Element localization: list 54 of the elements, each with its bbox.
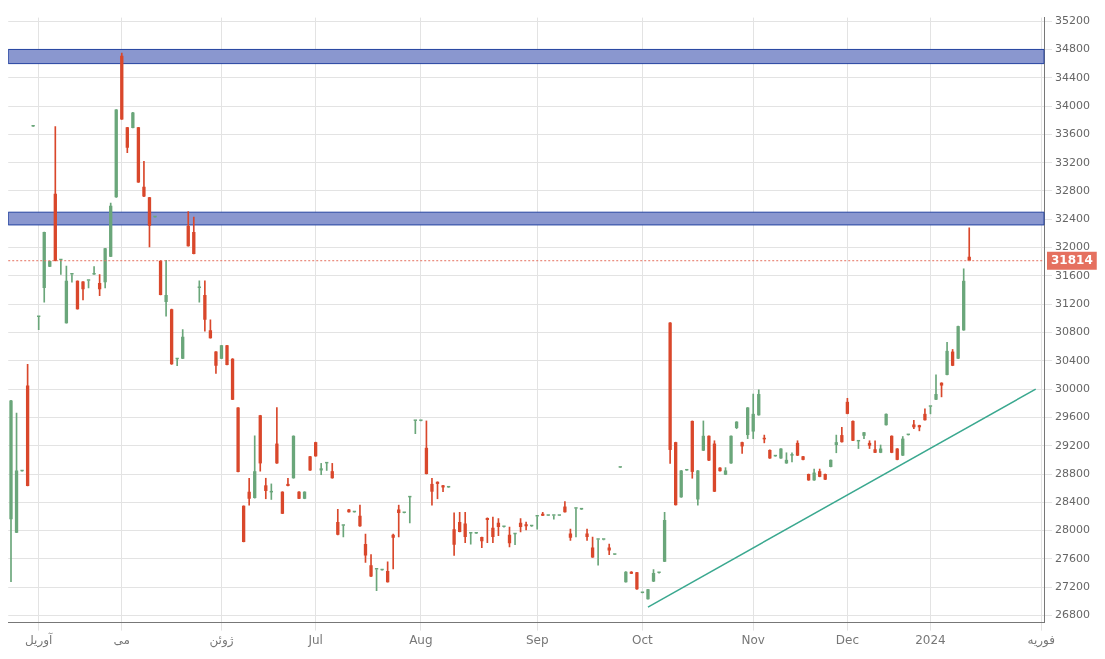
candlestick bbox=[685, 468, 689, 471]
candlestick bbox=[596, 538, 600, 566]
y-tick-label: 35200 bbox=[1055, 14, 1091, 27]
y-tick-label: 33600 bbox=[1055, 127, 1091, 141]
y-tick-label: 30400 bbox=[1055, 353, 1091, 367]
candlestick bbox=[397, 504, 401, 538]
x-tick-label: آوریل bbox=[25, 631, 54, 648]
candlestick bbox=[446, 485, 451, 488]
candlestick bbox=[934, 374, 938, 401]
x-tick-label: Nov bbox=[741, 632, 765, 647]
y-tick-label: 34400 bbox=[1055, 70, 1091, 84]
candlestick bbox=[197, 280, 201, 303]
x-tick-label: می bbox=[113, 632, 130, 647]
candlestick bbox=[391, 533, 395, 570]
candlestick bbox=[352, 510, 357, 513]
y-tick-label: 31600 bbox=[1055, 268, 1091, 282]
candlestick bbox=[530, 524, 534, 527]
candlestick bbox=[773, 454, 778, 457]
y-tick-label: 28000 bbox=[1055, 523, 1091, 537]
x-tick-label: Oct bbox=[632, 632, 654, 647]
candlestick bbox=[574, 507, 578, 538]
candlestick bbox=[834, 434, 838, 454]
y-tick-label: 30000 bbox=[1055, 381, 1091, 395]
y-tick-label: 29200 bbox=[1055, 438, 1091, 452]
candlestick bbox=[380, 568, 384, 571]
x-tick-label: ژوئن bbox=[209, 632, 234, 648]
candlestick bbox=[164, 259, 168, 317]
x-tick-label: فوریه bbox=[1027, 632, 1055, 648]
y-tick-label: 29600 bbox=[1055, 410, 1091, 424]
ref-line-label: 31814 bbox=[1051, 252, 1093, 267]
y-tick-label: 32800 bbox=[1055, 183, 1091, 197]
y-tick-label: 34000 bbox=[1055, 98, 1091, 112]
x-tick-label: Dec bbox=[835, 632, 859, 647]
x-tick-label: Aug bbox=[409, 632, 433, 647]
candlestick bbox=[20, 469, 24, 472]
y-tick-label: 31200 bbox=[1055, 297, 1091, 311]
y-tick-label: 27600 bbox=[1055, 551, 1091, 565]
y-tick-label: 32000 bbox=[1055, 240, 1091, 254]
y-tick-label: 33200 bbox=[1055, 155, 1091, 169]
y-tick-label: 34800 bbox=[1055, 42, 1091, 56]
y-tick-label: 30800 bbox=[1055, 325, 1091, 339]
x-tick-label: Sep bbox=[525, 632, 549, 647]
y-tick-label: 28400 bbox=[1055, 495, 1091, 509]
candlestick bbox=[552, 514, 556, 520]
candlestick bbox=[474, 531, 478, 534]
candlestick bbox=[579, 507, 584, 510]
x-tick-label: 2024 bbox=[915, 632, 946, 647]
y-tick-label: 28800 bbox=[1055, 466, 1091, 480]
x-tick-label: Jul bbox=[307, 632, 323, 647]
y-tick-label: 27200 bbox=[1055, 580, 1091, 594]
y-tick-label: 32400 bbox=[1055, 212, 1091, 226]
y-tick-label: 26800 bbox=[1055, 608, 1091, 622]
candlestick bbox=[37, 315, 41, 330]
candlestick bbox=[790, 452, 794, 463]
